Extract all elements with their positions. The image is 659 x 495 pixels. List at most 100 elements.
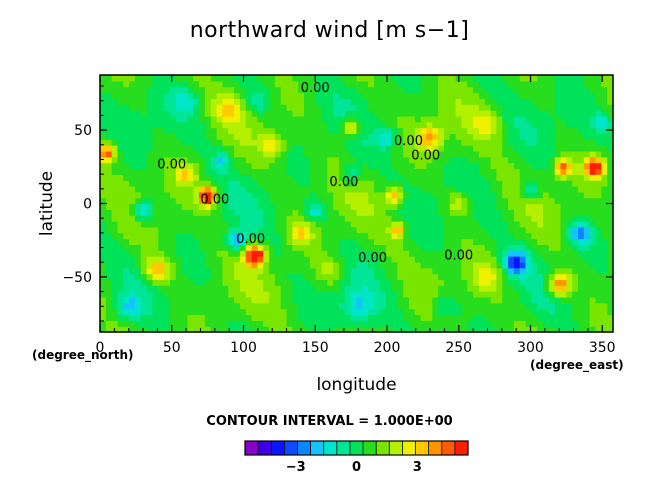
- heatmap-cell: [525, 145, 532, 152]
- heatmap-cell: [257, 302, 264, 310]
- heatmap-cell: [478, 244, 486, 251]
- heatmap-cell: [589, 145, 597, 152]
- heatmap-cell: [327, 168, 334, 175]
- heatmap-cell: [309, 314, 317, 321]
- heatmap-cell: [181, 104, 189, 111]
- heatmap-cell: [158, 75, 165, 82]
- heatmap-cell: [204, 75, 212, 82]
- heatmap-cell: [292, 326, 299, 333]
- heatmap-cell: [566, 209, 573, 216]
- heatmap-cell: [327, 104, 334, 111]
- heatmap-cell: [508, 156, 515, 164]
- contour-label: 0.00: [444, 248, 473, 263]
- heatmap-cell: [490, 168, 498, 175]
- heatmap-cell: [385, 150, 393, 158]
- heatmap-cell: [117, 320, 124, 327]
- heatmap-cell: [443, 215, 451, 222]
- heatmap-cell: [298, 232, 305, 240]
- heatmap-cell: [531, 150, 538, 158]
- heatmap-cell: [368, 80, 375, 88]
- heatmap-cell: [548, 156, 556, 164]
- heatmap-cell: [344, 273, 352, 281]
- heatmap-cell: [583, 291, 591, 298]
- heatmap-cell: [467, 168, 474, 175]
- heatmap-cell: [414, 244, 422, 251]
- heatmap-cell: [181, 267, 189, 275]
- heatmap-cell: [321, 162, 328, 170]
- heatmap-cell: [595, 110, 602, 117]
- heatmap-cell: [339, 127, 346, 135]
- heatmap-cell: [578, 250, 585, 257]
- heatmap-cell: [379, 174, 387, 181]
- heatmap-cell: [554, 115, 562, 123]
- heatmap-cell: [169, 75, 177, 82]
- heatmap-cell: [438, 261, 445, 269]
- heatmap-cell: [543, 162, 550, 170]
- heatmap-cell: [222, 197, 229, 205]
- heatmap-cell: [210, 267, 218, 275]
- heatmap-cell: [210, 302, 218, 310]
- heatmap-cell: [210, 296, 218, 304]
- heatmap-cell: [239, 121, 247, 129]
- heatmap-cell: [298, 320, 305, 327]
- heatmap-cell: [467, 279, 474, 286]
- heatmap-cell: [187, 273, 194, 281]
- heatmap-cell: [496, 110, 503, 117]
- heatmap-cell: [432, 232, 439, 240]
- heatmap-cell: [350, 238, 358, 245]
- heatmap-cell: [589, 180, 597, 187]
- heatmap-cell: [432, 238, 439, 245]
- heatmap-cell: [449, 150, 457, 158]
- heatmap-cell: [461, 261, 468, 269]
- heatmap-cell: [269, 226, 276, 234]
- heatmap-cell: [449, 221, 457, 228]
- heatmap-cell: [239, 221, 247, 228]
- heatmap-cell: [426, 203, 433, 210]
- heatmap-cell: [531, 238, 538, 245]
- heatmap-cell: [269, 238, 276, 245]
- heatmap-cell: [140, 291, 148, 298]
- heatmap-cell: [467, 326, 474, 333]
- heatmap-cell: [548, 180, 556, 187]
- heatmap-cell: [216, 185, 224, 193]
- heatmap-cell: [175, 180, 183, 187]
- heatmap-cell: [350, 215, 358, 222]
- heatmap-cell: [356, 302, 363, 310]
- heatmap-cell: [496, 232, 503, 240]
- heatmap-cell: [175, 261, 183, 269]
- heatmap-cell: [111, 121, 119, 129]
- heatmap-cell: [420, 320, 428, 327]
- heatmap-cell: [490, 185, 498, 193]
- heatmap-cell: [111, 80, 119, 88]
- heatmap-cell: [373, 80, 381, 88]
- heatmap-cell: [531, 244, 538, 251]
- heatmap-cell: [175, 203, 183, 210]
- heatmap-cell: [222, 145, 229, 152]
- heatmap-cell: [362, 133, 369, 140]
- heatmap-cell: [245, 273, 253, 281]
- heatmap-cell: [315, 215, 323, 222]
- heatmap-cell: [397, 296, 404, 304]
- heatmap-cell: [595, 320, 602, 327]
- heatmap-cell: [478, 168, 486, 175]
- heatmap-cell: [362, 221, 369, 228]
- heatmap-cell: [560, 250, 567, 257]
- heatmap-cell: [572, 185, 579, 193]
- heatmap-cell: [245, 244, 253, 251]
- heatmap-cell: [502, 92, 509, 99]
- heatmap-cell: [234, 209, 241, 216]
- heatmap-cell: [554, 162, 562, 170]
- heatmap-cell: [525, 273, 532, 281]
- heatmap-cell: [455, 104, 463, 111]
- heatmap-cell: [309, 80, 317, 88]
- heatmap-cell: [263, 162, 270, 170]
- heatmap-cell: [111, 180, 119, 187]
- heatmap-cell: [385, 139, 393, 146]
- heatmap-cell: [496, 86, 503, 94]
- heatmap-cell: [304, 215, 311, 222]
- heatmap-cell: [408, 86, 416, 94]
- heatmap-cell: [554, 215, 562, 222]
- heatmap-cell: [333, 168, 340, 175]
- heatmap-cell: [583, 256, 591, 263]
- heatmap-cell: [566, 86, 573, 94]
